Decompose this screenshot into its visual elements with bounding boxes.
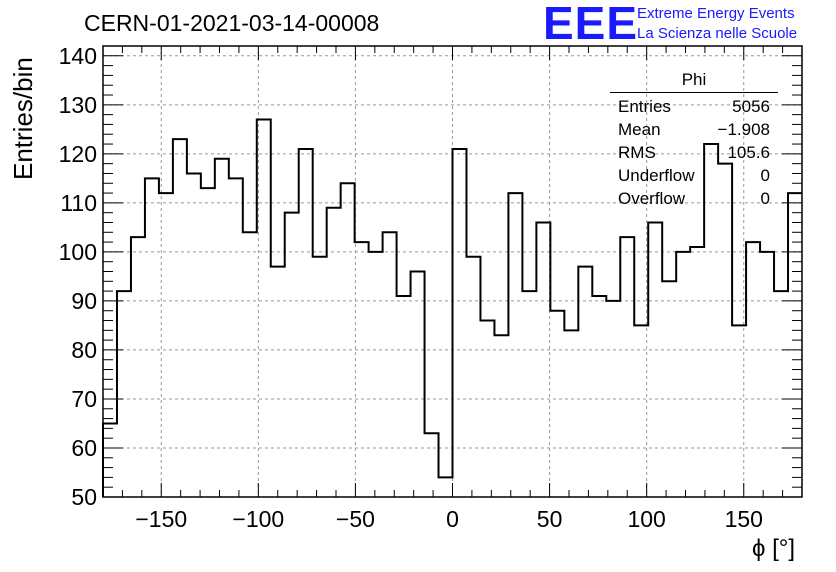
y-tick-label: 60 [71,435,97,461]
stats-label: Entries [618,97,671,116]
x-tick-label: −100 [232,506,284,532]
stats-label: Underflow [618,166,695,185]
y-axis-label: Entries/bin [8,57,38,180]
stats-value: 0 [760,189,770,208]
y-tick-label: 140 [59,43,97,69]
chart-title: CERN-01-2021-03-14-00008 [84,10,380,36]
x-axis-label: ϕ [°] [752,535,796,562]
stats-row-mean: Mean −1.908 [610,118,778,141]
x-tick-label: 50 [537,506,563,532]
y-tick-label: 90 [71,288,97,314]
eee-logo: EEE [543,0,639,49]
stats-row-underflow: Underflow 0 [610,164,778,187]
y-tick-label: 70 [71,386,97,412]
stats-label: RMS [618,143,656,162]
stats-title: Phi [610,70,778,93]
stats-value: 5056 [732,97,770,116]
stats-value: 0 [760,166,770,185]
y-tick-label: 110 [60,190,97,216]
histogram-line [102,118,802,497]
y-tick-label: 100 [59,239,97,265]
stats-label: Mean [618,120,661,139]
y-tick-label: 130 [59,92,97,118]
x-tick-label: 0 [446,506,459,532]
y-tick-label: 50 [71,484,97,510]
stats-row-overflow: Overflow 0 [610,187,778,210]
y-tick-label: 80 [71,337,97,363]
stats-value: −1.908 [717,120,770,139]
stats-row-entries: Entries 5056 [610,95,778,118]
x-tick-label: 100 [627,506,665,532]
stats-value: 105.6 [727,143,770,162]
axis-ticks [103,46,802,498]
x-tick-label: 150 [725,506,763,532]
stats-box: Phi Entries 5056 Mean −1.908 RMS 105.6 U… [610,70,778,210]
y-tick-label: 120 [59,141,97,167]
logo-line-1: Extreme Energy Events [637,5,795,22]
logo-line-2: La Scienza nelle Scuole [637,25,798,42]
tick-labels: −150 −100 −50 0 50 100 150 50 60 70 80 90 100 110 120 1… [59,43,763,532]
stats-label: Overflow [618,189,686,208]
x-tick-label: −50 [336,506,375,532]
stats-row-rms: RMS 105.6 [610,141,778,164]
x-tick-label: −150 [135,506,187,532]
